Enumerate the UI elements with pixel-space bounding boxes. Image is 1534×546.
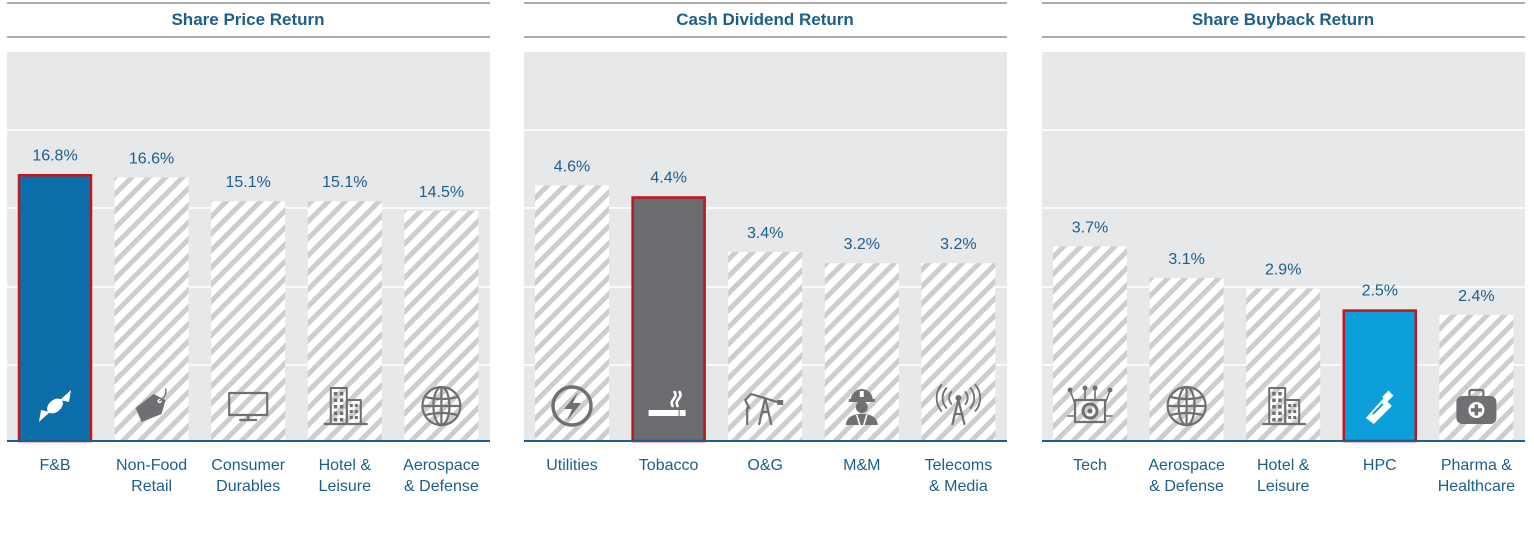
data-label: 16.6% bbox=[129, 150, 174, 167]
circuit-gear-icon bbox=[1067, 385, 1113, 424]
price-tag-icon bbox=[135, 388, 167, 422]
lightning-icon bbox=[551, 385, 593, 427]
miner-icon bbox=[845, 389, 878, 426]
data-label: 2.4% bbox=[1458, 288, 1494, 305]
globe-icon bbox=[1166, 385, 1207, 427]
category-label: Leisure bbox=[319, 478, 372, 495]
data-label: 4.4% bbox=[650, 169, 686, 186]
data-label: 3.7% bbox=[1072, 220, 1108, 237]
data-label: 2.5% bbox=[1362, 283, 1398, 300]
bar-highlighted bbox=[18, 174, 92, 441]
bar bbox=[307, 201, 382, 441]
data-label: 3.2% bbox=[940, 236, 976, 253]
bar bbox=[921, 263, 996, 441]
cream-tube-icon bbox=[1365, 390, 1394, 424]
data-label: 15.1% bbox=[226, 174, 271, 191]
radio-tower-icon bbox=[935, 384, 982, 426]
bar bbox=[1246, 288, 1321, 441]
category-label: Hotel & bbox=[319, 457, 372, 474]
data-label: 3.2% bbox=[844, 236, 880, 253]
category-label: F&B bbox=[39, 457, 70, 474]
category-label: Hotel & bbox=[1257, 457, 1310, 474]
chart-title: Cash Dividend Return bbox=[676, 10, 854, 29]
chart-title: Share Buyback Return bbox=[1192, 10, 1374, 29]
first-aid-kit-icon bbox=[1456, 388, 1497, 424]
category-label: Telecoms bbox=[925, 457, 993, 474]
category-label: HPC bbox=[1363, 457, 1397, 474]
data-label: 4.6% bbox=[554, 158, 590, 175]
category-label: Tech bbox=[1073, 457, 1107, 474]
category-label: Pharma & bbox=[1441, 457, 1512, 474]
cigarette-icon bbox=[648, 390, 686, 416]
oil-pump-icon bbox=[744, 392, 784, 426]
category-label: Leisure bbox=[1257, 478, 1310, 495]
chart-title: Share Price Return bbox=[171, 10, 324, 29]
category-label: & Defense bbox=[1149, 478, 1224, 495]
category-label: Consumer bbox=[211, 457, 285, 474]
category-label: Non-Food bbox=[116, 457, 187, 474]
category-label: Retail bbox=[131, 478, 172, 495]
chart-panel: Share Buyback Return 3.7% Tech 3.1% Aerospac… bbox=[1042, 2, 1525, 495]
candy-icon bbox=[39, 390, 71, 422]
category-label: M&M bbox=[843, 457, 880, 474]
data-label: 3.4% bbox=[747, 225, 783, 242]
data-label: 14.5% bbox=[419, 184, 464, 201]
category-label: Aerospace bbox=[1148, 457, 1225, 474]
chart-panel: Cash Dividend Return 4.6% Utilities 4.4% Tob… bbox=[524, 2, 1007, 495]
building-icon bbox=[323, 387, 368, 426]
globe-icon bbox=[421, 385, 462, 427]
bar-highlighted bbox=[1342, 309, 1417, 441]
category-label: & Defense bbox=[404, 478, 479, 495]
bar bbox=[211, 201, 286, 441]
category-label: Utilities bbox=[546, 457, 598, 474]
bar bbox=[535, 185, 609, 441]
monitor-icon bbox=[228, 391, 269, 422]
category-label: & Media bbox=[929, 478, 988, 495]
data-label: 2.9% bbox=[1265, 262, 1301, 279]
category-label: Healthcare bbox=[1438, 478, 1515, 495]
category-label: Aerospace bbox=[403, 457, 480, 474]
category-label: O&G bbox=[747, 457, 783, 474]
bar-highlighted bbox=[631, 196, 706, 441]
data-label: 15.1% bbox=[322, 174, 367, 191]
category-label: Durables bbox=[216, 478, 280, 495]
data-label: 16.8% bbox=[32, 147, 77, 164]
building-icon bbox=[1262, 387, 1307, 426]
category-label: Tobacco bbox=[639, 457, 699, 474]
chart-panel: Share Price Return 16.8% F&B 16.6% Non-Food R… bbox=[7, 2, 490, 495]
data-label: 3.1% bbox=[1168, 251, 1204, 268]
bar bbox=[728, 252, 803, 441]
